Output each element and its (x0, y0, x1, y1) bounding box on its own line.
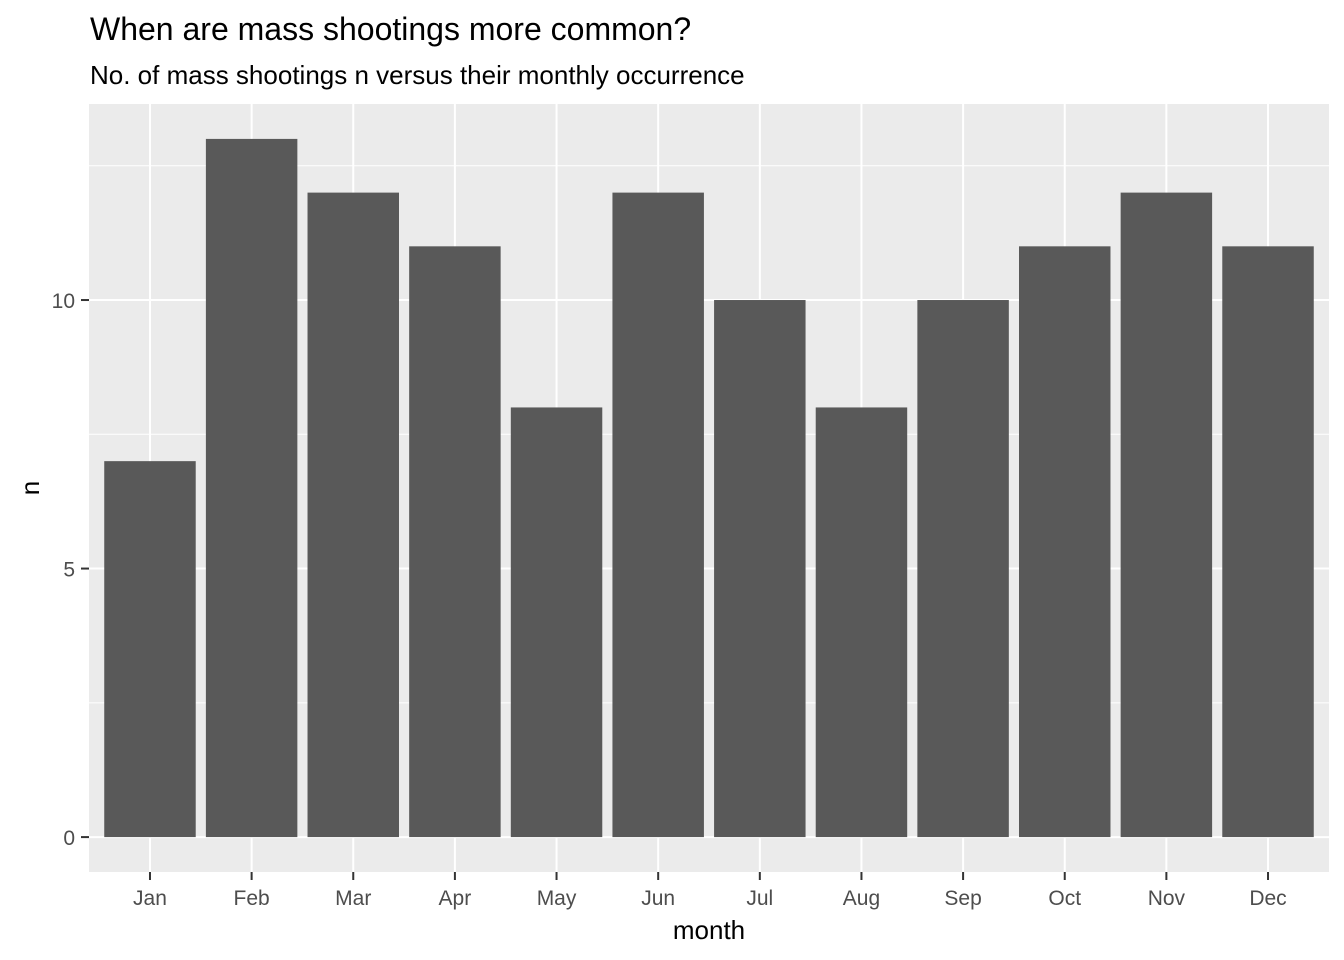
x-tick-label-aug: Aug (843, 887, 880, 910)
chart-subtitle: No. of mass shootings n versus their mon… (90, 60, 745, 90)
y-axis: 0 5 10 (52, 290, 89, 850)
x-tick-label-nov: Nov (1148, 887, 1186, 910)
x-tick-label-jun: Jun (641, 887, 675, 910)
bar-aug (815, 407, 908, 838)
bar-jan (104, 461, 196, 838)
bar-mar (307, 192, 399, 838)
bar-oct (1019, 246, 1111, 838)
bar-nov (1120, 192, 1213, 838)
bar-may (510, 407, 603, 838)
x-tick-label-may: May (537, 887, 577, 910)
y-tick-label: 0 (63, 827, 75, 850)
y-axis-title: n (15, 481, 45, 495)
x-axis-title: month (673, 915, 745, 945)
bar-jul (714, 300, 806, 838)
x-tick-label-feb: Feb (234, 887, 270, 910)
bars (104, 138, 1314, 838)
x-axis: Jan Feb Mar Apr May Jun Jul Aug Sep Oct Nov Dec (133, 872, 1287, 910)
y-tick-label: 5 (63, 559, 75, 582)
x-tick-label-oct: Oct (1048, 887, 1081, 910)
bar-jun (612, 192, 704, 838)
y-tick-label: 10 (52, 290, 75, 313)
x-tick-label-jan: Jan (133, 887, 167, 910)
x-tick-label-mar: Mar (335, 887, 371, 910)
bar-dec (1222, 246, 1314, 838)
bar-apr (409, 246, 501, 838)
x-tick-label-jul: Jul (746, 887, 773, 910)
x-tick-label-sep: Sep (944, 887, 981, 910)
x-tick-label-apr: Apr (439, 887, 472, 910)
chart-title: When are mass shootings more common? (90, 11, 691, 47)
bar-sep (917, 300, 1009, 838)
x-tick-label-dec: Dec (1249, 887, 1286, 910)
bar-feb (205, 138, 298, 838)
